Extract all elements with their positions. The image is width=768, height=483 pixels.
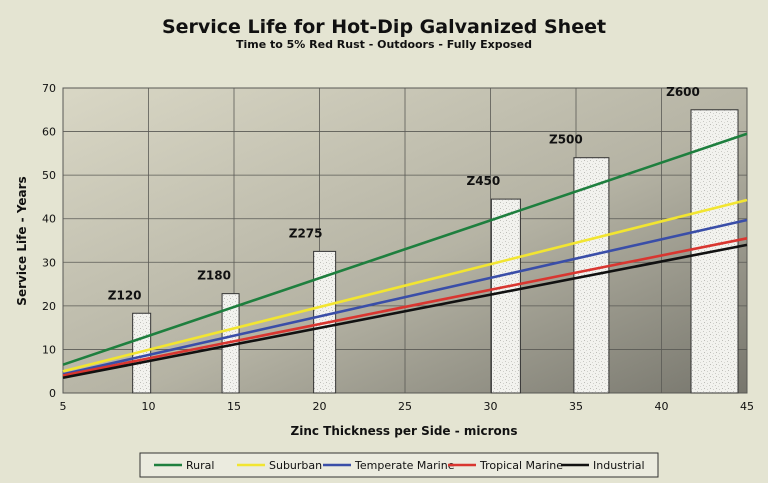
x-tick-label: 10 [142, 400, 156, 413]
y-tick-label: 20 [42, 300, 56, 313]
series-line-suburban [62, 198, 748, 373]
legend-item-label: Temperate Marine [354, 459, 455, 472]
x-tick-label: 5 [60, 400, 67, 413]
x-tick-label: 30 [484, 400, 498, 413]
y-tick-label: 0 [49, 387, 56, 400]
y-tick-label: 70 [42, 82, 56, 95]
y-tick-label: 10 [42, 343, 56, 356]
bar-label: Z600 [666, 85, 700, 99]
y-tick-label: 30 [42, 256, 56, 269]
bar-label: Z180 [197, 269, 231, 283]
legend-item-label: Rural [186, 459, 214, 472]
thickness-bars [132, 109, 739, 394]
legend-item-label: Industrial [593, 459, 645, 472]
series-line-temperate-marine [62, 218, 748, 376]
series-lines [62, 132, 748, 380]
x-tick-label: 40 [655, 400, 669, 413]
x-tick-label: 45 [740, 400, 754, 413]
chart-subtitle: Time to 5% Red Rust - Outdoors - Fully E… [236, 38, 532, 51]
bar-label: Z120 [108, 288, 142, 302]
x-tick-label: 15 [227, 400, 241, 413]
bar-label: Z500 [549, 133, 583, 147]
axis-ticks: 5 10 15 20 25 30 35 40 45 0 10 20 30 40 50 60 70 [42, 82, 754, 413]
legend-item-label: Suburban [269, 459, 322, 472]
bar-label: Z275 [289, 226, 323, 240]
y-tick-label: 40 [42, 213, 56, 226]
y-tick-label: 60 [42, 126, 56, 139]
y-tick-label: 50 [42, 169, 56, 182]
bar-label: Z450 [467, 174, 501, 188]
legend: Rural Suburban Temperate Marine Tropical Ma… [139, 452, 659, 478]
series-line-rural [62, 132, 748, 366]
bar-labels: Z120 Z180 Z275 Z450 Z500 Z600 [108, 85, 700, 302]
x-tick-label: 20 [313, 400, 327, 413]
x-axis-label: Zinc Thickness per Side - microns [291, 424, 518, 438]
bar-z450 [490, 198, 521, 394]
legend-item-label: Tropical Marine [479, 459, 563, 472]
y-axis-label: Service Life - Years [15, 176, 29, 305]
chart-title: Service Life for Hot-Dip Galvanized Shee… [162, 16, 606, 38]
series-line-industrial [62, 243, 748, 380]
x-tick-label: 25 [398, 400, 412, 413]
series-line-tropical-marine [62, 237, 748, 377]
x-tick-label: 35 [569, 400, 583, 413]
